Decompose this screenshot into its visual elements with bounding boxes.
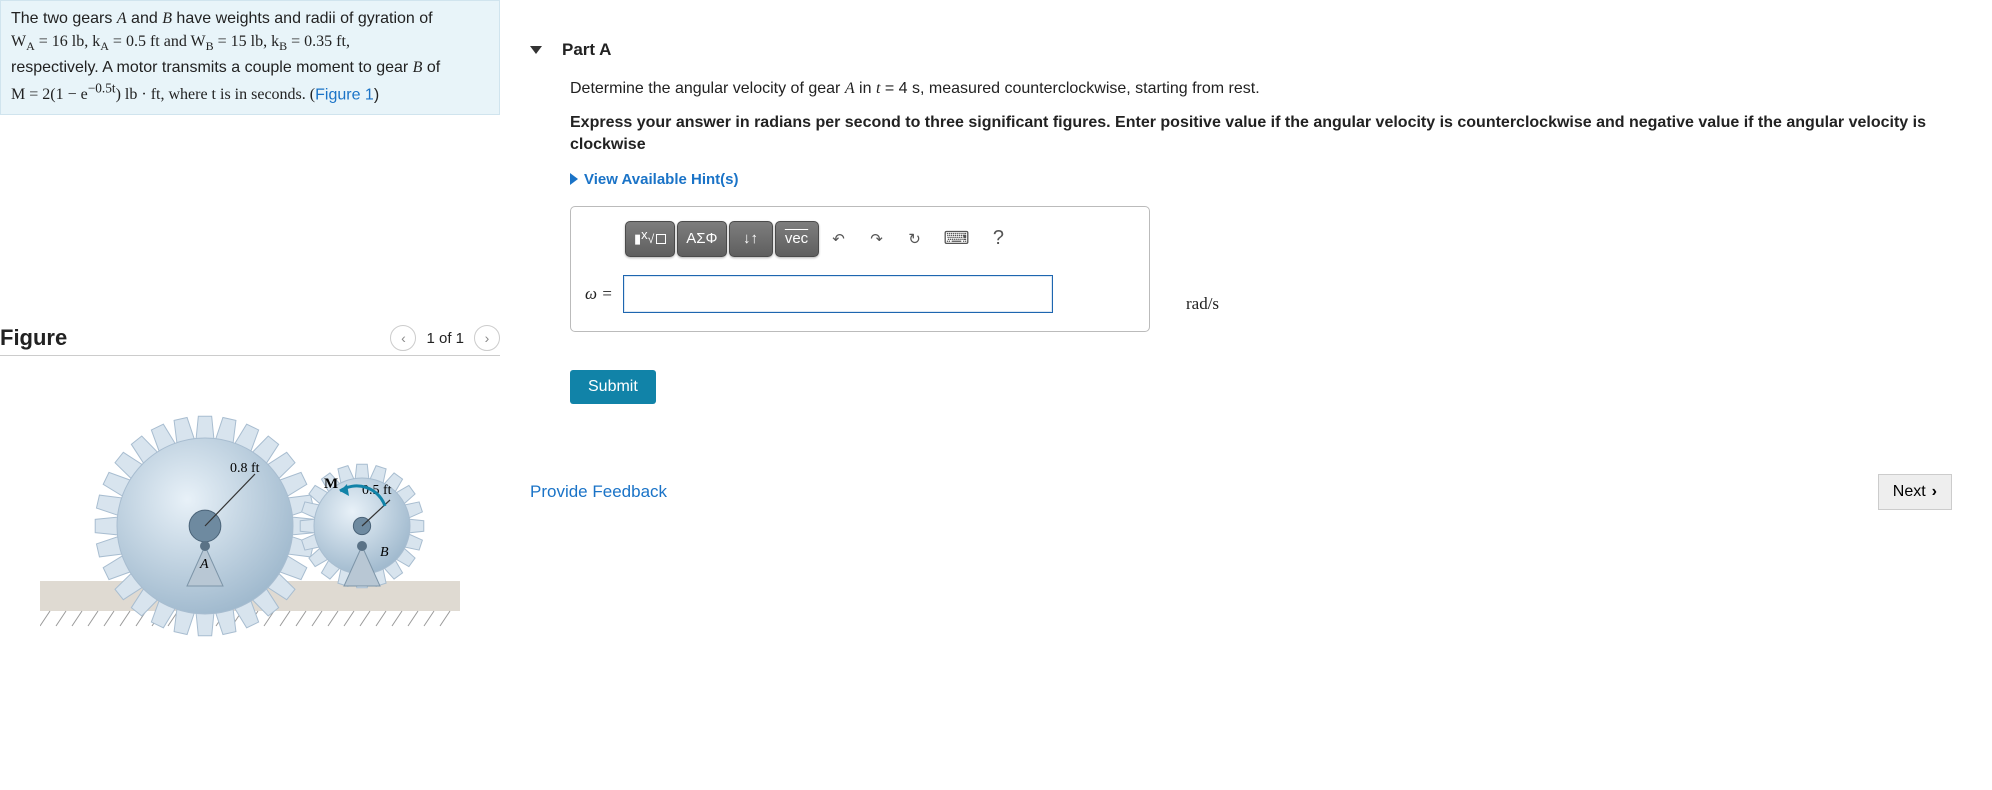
caret-down-icon [530, 46, 542, 54]
next-button[interactable]: Next› [1878, 474, 1952, 510]
figure-title: Figure [0, 325, 67, 351]
svg-text:0.8 ft: 0.8 ft [230, 461, 260, 476]
caret-right-icon [570, 173, 578, 185]
templates-button[interactable]: ▮x√ [625, 221, 675, 257]
problem-values-1: WA = 16 lb, kA = 0.5 ft and WB = 15 lb, … [11, 33, 350, 50]
question-text: Determine the angular velocity of gear A… [570, 80, 1962, 98]
answer-panel: ▮x√ ΑΣΦ ↓↑ vec ↶ ↷ ↻ ⌨ ? ω = [570, 206, 1150, 332]
reset-button[interactable]: ↻ [897, 221, 933, 257]
help-button[interactable]: ? [980, 221, 1016, 257]
subsup-button[interactable]: ↓↑ [729, 221, 773, 257]
greek-button[interactable]: ΑΣΦ [677, 221, 726, 257]
part-label: Part A [562, 40, 611, 60]
part-header[interactable]: Part A [530, 0, 1962, 80]
figure-counter: 1 of 1 [426, 330, 464, 347]
equation-toolbar: ▮x√ ΑΣΦ ↓↑ vec ↶ ↷ ↻ ⌨ ? [625, 221, 1135, 257]
figure-image: 0.8 ft 0.5 ft M A B [0, 356, 500, 660]
answer-input[interactable] [623, 275, 1053, 313]
vector-button[interactable]: vec [775, 221, 819, 257]
svg-text:0.5 ft: 0.5 ft [362, 483, 392, 498]
answer-instructions: Express your answer in radians per secon… [570, 112, 1962, 157]
undo-button[interactable]: ↶ [821, 221, 857, 257]
submit-button[interactable]: Submit [570, 370, 656, 404]
problem-statement: The two gears A and B have weights and r… [0, 0, 500, 115]
svg-text:B: B [380, 545, 389, 560]
redo-button[interactable]: ↷ [859, 221, 895, 257]
keyboard-button[interactable]: ⌨ [935, 221, 979, 257]
svg-text:M: M [324, 476, 338, 492]
problem-values-2: M = 2(1 − e−0.5t) lb · ft, where t is in… [11, 86, 315, 103]
chevron-right-icon: › [1932, 483, 1937, 501]
view-hints-button[interactable]: View Available Hint(s) [570, 171, 1962, 188]
problem-text: The two gears A and B have weights and r… [11, 10, 440, 103]
figure-next-button[interactable]: › [474, 325, 500, 351]
figure-prev-button[interactable]: ‹ [390, 325, 416, 351]
svg-text:A: A [199, 557, 209, 572]
provide-feedback-link[interactable]: Provide Feedback [530, 482, 667, 502]
variable-label: ω = [585, 284, 613, 304]
unit-label: rad/s [1186, 294, 1219, 313]
figure-link[interactable]: Figure 1 [315, 86, 374, 103]
